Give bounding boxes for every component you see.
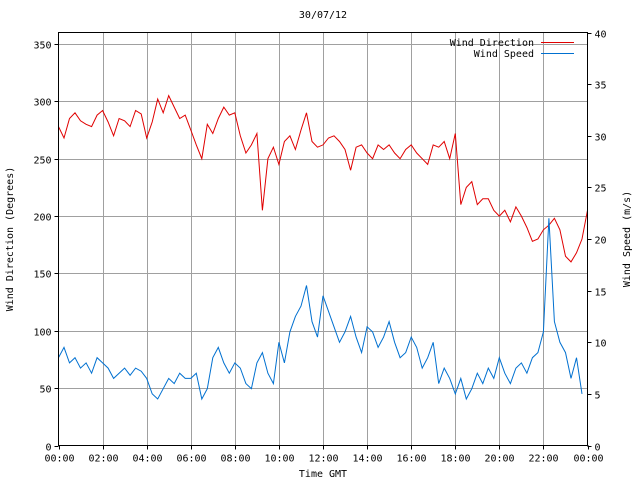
x-tick-label: 14:00 <box>352 454 382 465</box>
y-right-tick-label: 25 <box>595 184 607 195</box>
y-axis-left-label: Wind Direction (Degrees) <box>5 167 16 312</box>
y-left-tick-label: 150 <box>33 270 51 281</box>
y-left-tick-label: 100 <box>33 328 51 339</box>
x-tick-label: 02:00 <box>88 454 118 465</box>
x-tick-label: 04:00 <box>132 454 162 465</box>
x-tick-label: 12:00 <box>308 454 338 465</box>
legend-label-wind-direction: Wind Direction <box>450 38 534 49</box>
y-left-tick-label: 350 <box>33 41 51 52</box>
legend-label-wind-speed: Wind Speed <box>474 49 534 60</box>
x-tick-label: 18:00 <box>440 454 470 465</box>
x-tick-label: 08:00 <box>220 454 250 465</box>
x-tick-label: 00:00 <box>573 454 603 465</box>
x-axis-label: Time GMT <box>299 469 347 480</box>
y-right-tick-label: 20 <box>595 236 607 247</box>
series-lines <box>58 94 588 401</box>
y-left-tick-label: 200 <box>33 213 51 224</box>
x-tick-label: 10:00 <box>264 454 294 465</box>
y-right-tick-label: 40 <box>595 30 607 41</box>
legend: Wind Direction Wind Speed <box>450 38 574 60</box>
y-left-tick-label: 0 <box>45 443 51 454</box>
y-right-tick-label: 5 <box>595 391 601 402</box>
y-left-tick-label: 50 <box>39 385 51 396</box>
x-tick-label: 00:00 <box>44 454 74 465</box>
y-left-tick-label: 250 <box>33 156 51 167</box>
y-right-tick-label: 15 <box>595 288 607 299</box>
x-tick-label: 06:00 <box>176 454 206 465</box>
x-tick-label: 20:00 <box>484 454 514 465</box>
chart-title: 30/07/12 <box>299 10 347 21</box>
tick-labels: 00:00 02:00 04:00 06:00 08:00 10:00 12:00 14:00… <box>33 30 606 465</box>
y-left-tick-label: 300 <box>33 98 51 109</box>
y-right-tick-label: 0 <box>595 443 601 454</box>
series-line-wind-speed <box>58 218 583 401</box>
y-right-tick-label: 30 <box>595 133 607 144</box>
x-tick-label: 22:00 <box>528 454 558 465</box>
y-right-tick-label: 10 <box>595 339 607 350</box>
grid-lines <box>58 32 588 446</box>
x-tick-label: 16:00 <box>396 454 426 465</box>
series-line-wind-direction <box>58 94 588 263</box>
y-axis-right-label: Wind Speed (m/s) <box>622 191 633 287</box>
y-right-tick-label: 35 <box>595 81 607 92</box>
